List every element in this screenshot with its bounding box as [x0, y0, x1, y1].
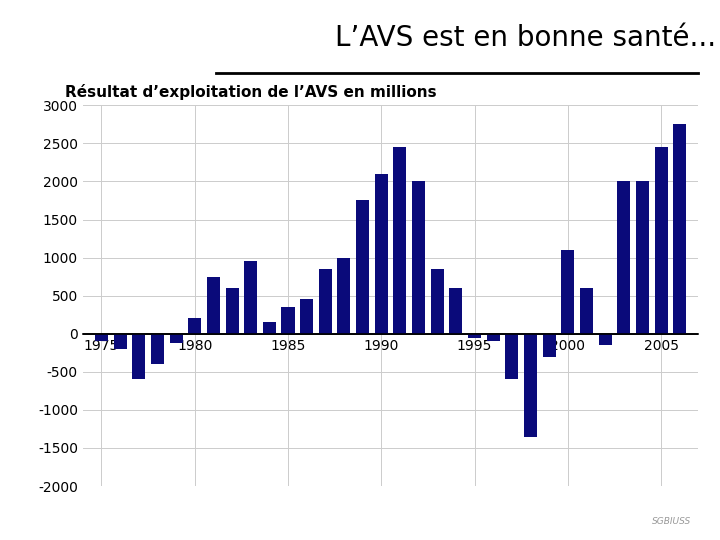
Text: Résultat d’exploitation de l’AVS en millions: Résultat d’exploitation de l’AVS en mill…	[65, 84, 436, 100]
Bar	[282, 307, 294, 334]
Bar	[151, 334, 164, 364]
Bar	[263, 322, 276, 334]
Bar	[95, 334, 108, 341]
Bar	[338, 258, 351, 334]
Bar	[225, 288, 238, 334]
Bar	[543, 334, 556, 356]
Bar	[169, 334, 183, 343]
Bar	[598, 334, 612, 345]
Bar	[524, 334, 537, 436]
Bar	[374, 174, 388, 334]
Bar	[505, 334, 518, 380]
Bar	[300, 300, 313, 334]
Bar	[431, 269, 444, 334]
Bar	[114, 334, 127, 349]
Text: L’AVS est en bonne santé...: L’AVS est en bonne santé...	[335, 24, 716, 52]
Bar	[393, 147, 407, 334]
Bar	[562, 250, 575, 334]
Text: SGBIUSS: SGBIUSS	[652, 517, 691, 526]
Bar	[468, 334, 481, 338]
Bar	[580, 288, 593, 334]
Bar	[356, 200, 369, 334]
Bar	[636, 181, 649, 334]
Bar	[244, 261, 257, 334]
Bar	[617, 181, 630, 334]
Bar	[449, 288, 462, 334]
Bar	[654, 147, 667, 334]
Bar	[188, 319, 202, 334]
Bar	[207, 276, 220, 334]
Bar	[412, 181, 425, 334]
Bar	[132, 334, 145, 380]
Bar	[319, 269, 332, 334]
Bar	[487, 334, 500, 341]
Bar	[673, 124, 686, 334]
